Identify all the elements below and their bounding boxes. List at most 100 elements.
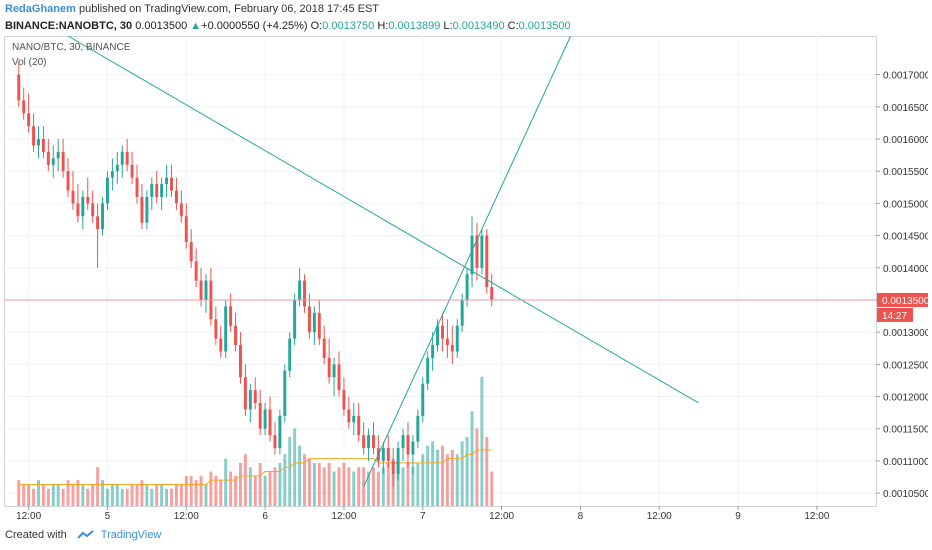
- y-tick-label: 0.0014500: [883, 232, 928, 243]
- candle-body: [258, 402, 262, 429]
- volume-bar: [22, 484, 26, 506]
- low-label: L:: [443, 20, 453, 32]
- candle-body: [130, 164, 134, 178]
- volume-bar: [337, 467, 341, 506]
- volume-bar: [165, 488, 169, 506]
- volume-bar: [219, 480, 223, 506]
- volume-bar: [46, 488, 50, 506]
- candle-body: [224, 306, 228, 352]
- candle-body: [145, 196, 149, 223]
- author-link[interactable]: RedaGhanem: [5, 3, 76, 15]
- volume-bar: [460, 441, 464, 506]
- candle-body: [37, 139, 40, 146]
- candle-body: [234, 325, 238, 346]
- candle-body: [155, 184, 159, 197]
- volume-bar: [115, 484, 119, 506]
- volume-bar: [248, 467, 252, 506]
- x-tick-label: 12:00: [489, 511, 514, 522]
- volume-bar: [376, 471, 380, 506]
- volume-bar: [283, 454, 287, 506]
- volume-bar: [32, 488, 36, 506]
- y-tick-label: 0.0011500: [883, 425, 928, 436]
- volume-bar: [71, 484, 75, 506]
- price-chart[interactable]: 0.0017000 0.0016500 0.0016000 0.0015500 0.00…: [4, 36, 931, 522]
- candle-body: [357, 415, 361, 436]
- close-value: 0.0013500: [518, 20, 571, 32]
- volume-bar: [170, 488, 173, 506]
- candle-body: [332, 364, 336, 378]
- open-label: O:: [310, 20, 323, 32]
- volume-bar: [440, 445, 444, 506]
- volume-bar: [352, 471, 356, 506]
- y-tick-label: 0.0013000: [883, 328, 928, 339]
- candle-body: [322, 338, 326, 358]
- x-tick-label: 9: [735, 511, 741, 522]
- candle-body: [460, 299, 464, 326]
- volume-bar: [179, 484, 183, 506]
- trendline: [67, 36, 699, 404]
- volume-bar: [194, 480, 198, 506]
- candle-body: [22, 100, 26, 114]
- y-tick-label: 0.0010500: [883, 489, 928, 500]
- chart-area[interactable]: 0.0017000 0.0016500 0.0016000 0.0015500 0.00…: [4, 36, 931, 522]
- created-with-text: Created with: [5, 529, 67, 541]
- candle-body: [342, 390, 346, 410]
- candle-body: [160, 184, 164, 197]
- x-tick-label: 12:00: [16, 511, 41, 522]
- y-tick-label: 0.0014000: [883, 264, 928, 275]
- candle-body: [41, 139, 45, 152]
- candle-body: [273, 435, 277, 449]
- x-tick-label: 7: [420, 511, 426, 522]
- candle-body: [56, 151, 60, 159]
- volume-bar: [298, 445, 302, 506]
- tradingview-brand-link[interactable]: TradingView: [100, 529, 162, 541]
- volume-bar: [130, 484, 134, 506]
- open-value: 0.0013750: [322, 20, 375, 32]
- candle-body: [440, 325, 444, 339]
- trendline: [363, 36, 572, 487]
- candle-body: [229, 306, 233, 326]
- x-tick-label: 5: [105, 511, 111, 522]
- x-tick-label: 12:00: [647, 511, 672, 522]
- volume-bar: [51, 484, 55, 506]
- volume-bar: [86, 488, 90, 506]
- volume-bar: [278, 462, 282, 506]
- volume-bar: [160, 484, 164, 506]
- volume-bar: [258, 462, 262, 506]
- candle-body: [115, 164, 119, 172]
- volume-legend: Vol (20): [12, 57, 46, 68]
- candle-body: [317, 312, 321, 339]
- volume-bar: [150, 488, 154, 506]
- candle-body: [120, 151, 124, 165]
- volume-bar: [76, 480, 80, 506]
- x-tick-label: 12:00: [174, 511, 199, 522]
- volume-bar: [125, 488, 129, 506]
- volume-bar: [342, 462, 346, 506]
- close-label: C:: [507, 20, 519, 32]
- x-tick-label: 8: [578, 511, 584, 522]
- candle-body: [243, 377, 247, 410]
- candle-body: [86, 196, 90, 204]
- volume-bar: [96, 467, 100, 506]
- volume-bar: [37, 480, 40, 506]
- volume-bar: [367, 471, 371, 506]
- volume-bar: [386, 462, 390, 506]
- candle-body: [347, 409, 351, 423]
- volume-bar: [224, 458, 228, 506]
- change-arrow-icon: ▲: [190, 20, 202, 32]
- candle-body: [27, 113, 31, 127]
- candle-body: [110, 171, 114, 178]
- current-price-tag: [877, 292, 928, 307]
- volume-bar: [145, 484, 149, 506]
- volume-bar: [450, 449, 454, 506]
- volume-bar: [312, 462, 316, 506]
- candle-body: [416, 415, 420, 442]
- volume-bar: [27, 484, 31, 506]
- candle-body: [194, 261, 198, 281]
- volume-bar: [307, 458, 311, 506]
- candle-body: [307, 306, 311, 333]
- volume-bar: [268, 471, 272, 506]
- y-tick-label: 0.0016000: [883, 135, 928, 146]
- last-price: 0.0013500: [135, 20, 188, 32]
- volume-bar: [243, 454, 247, 506]
